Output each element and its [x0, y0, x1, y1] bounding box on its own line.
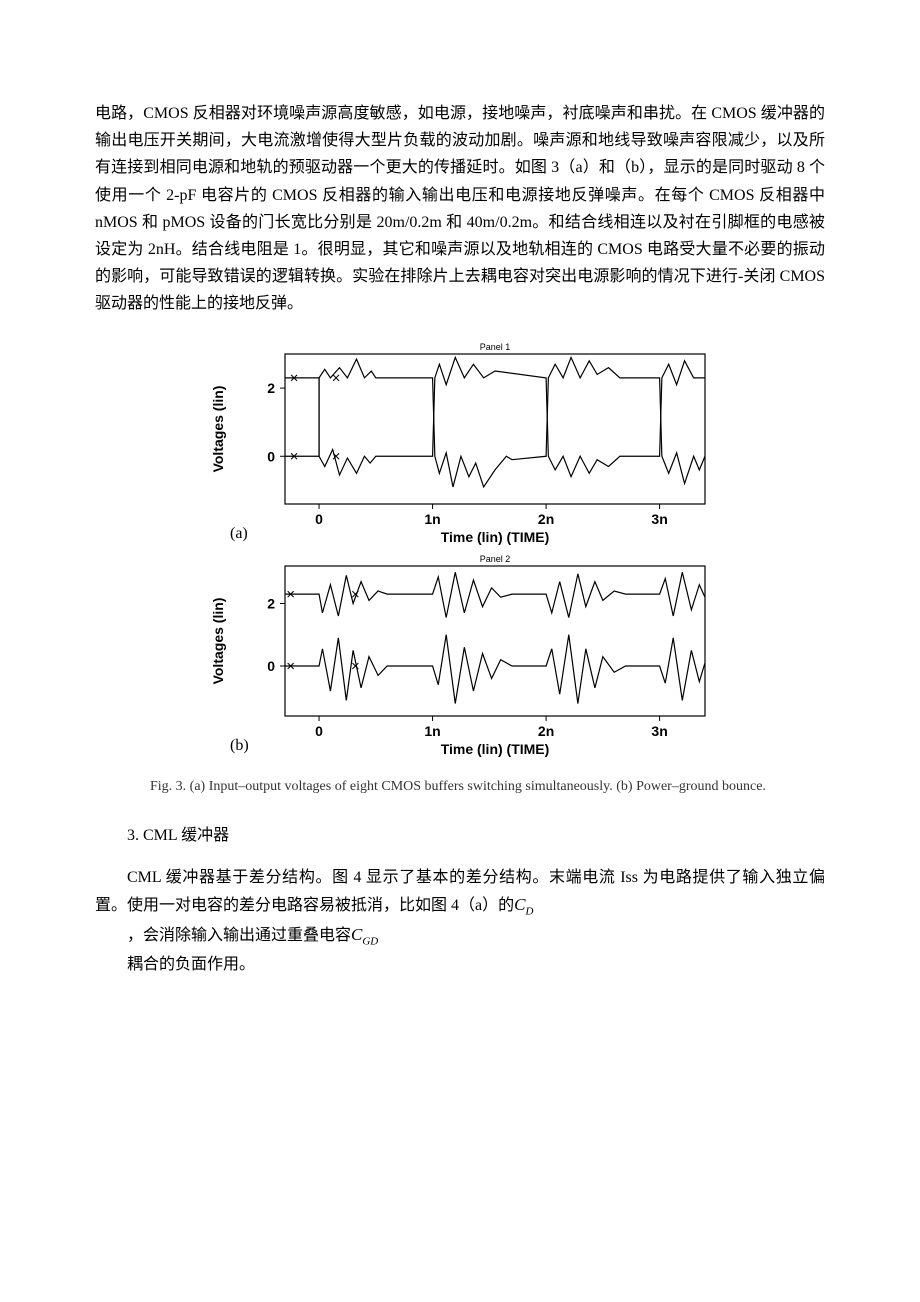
- figure-3: Panel 1 0 2 0 1n 2n 3n Voltages (lin) Time (lin)…: [95, 336, 825, 766]
- section-3-title: 3. CML 缓冲器: [95, 822, 825, 849]
- svg-text:Voltages (lin): Voltages (lin): [210, 385, 226, 472]
- figure-3-caption: Fig. 3. (a) Input–output voltages of eig…: [150, 778, 770, 797]
- var-cgd: CGD: [351, 925, 378, 944]
- svg-text:Time (lin) (TIME): Time (lin) (TIME): [441, 741, 550, 757]
- svg-text:3n: 3n: [651, 511, 667, 527]
- svg-text:Panel 2: Panel 2: [480, 554, 511, 564]
- svg-text:(b): (b): [230, 737, 249, 754]
- paragraph-4: 耦合的负面作用。: [95, 951, 825, 978]
- svg-text:0: 0: [267, 658, 275, 674]
- svg-text:2: 2: [267, 595, 275, 611]
- svg-text:0: 0: [267, 448, 275, 464]
- var-cd: CD: [514, 895, 533, 914]
- paragraph-2-text: CML 缓冲器基于差分结构。图 4 显示了基本的差分结构。末端电流 Iss 为电…: [95, 869, 825, 914]
- paragraph-3: ，会消除输入输出通过重叠电容CGD: [95, 921, 825, 951]
- svg-text:0: 0: [315, 511, 323, 527]
- paragraph-2: CML 缓冲器基于差分结构。图 4 显示了基本的差分结构。末端电流 Iss 为电…: [95, 864, 825, 921]
- paragraph-3-text: ，会消除输入输出通过重叠电容: [127, 927, 351, 944]
- svg-text:Voltages (lin): Voltages (lin): [210, 597, 226, 684]
- paragraph-1: 电路，CMOS 反相器对环境噪声源高度敏感，如电源，接地噪声，衬底噪声和串扰。在…: [95, 100, 825, 318]
- svg-text:1n: 1n: [424, 511, 440, 527]
- svg-text:Panel 1: Panel 1: [480, 342, 511, 352]
- svg-text:2n: 2n: [538, 511, 554, 527]
- svg-text:(a): (a): [230, 525, 248, 542]
- figure-3-svg: Panel 1 0 2 0 1n 2n 3n Voltages (lin) Time (lin)…: [180, 336, 740, 766]
- svg-text:2: 2: [267, 380, 275, 396]
- svg-text:2n: 2n: [538, 723, 554, 739]
- svg-text:Time (lin) (TIME): Time (lin) (TIME): [441, 529, 550, 545]
- svg-text:0: 0: [315, 723, 323, 739]
- svg-text:1n: 1n: [424, 723, 440, 739]
- svg-text:3n: 3n: [651, 723, 667, 739]
